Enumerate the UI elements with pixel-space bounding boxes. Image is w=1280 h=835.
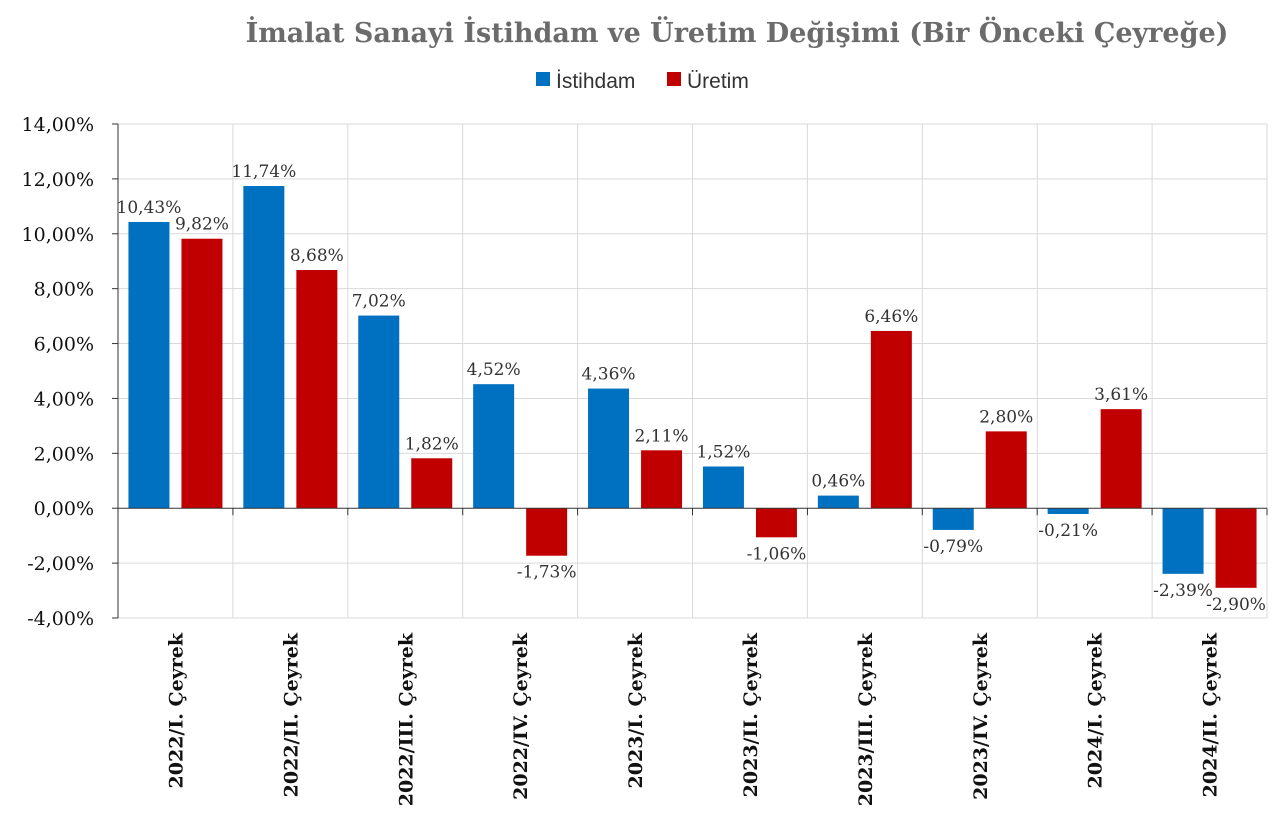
y-tick-label: 12,00% <box>22 169 94 191</box>
axes <box>117 124 1268 618</box>
y-tick-label: 14,00% <box>22 114 94 136</box>
y-tick-label: -4,00% <box>27 608 94 630</box>
data-label: 8,68% <box>290 246 344 266</box>
x-category-label: 2023/I. Çeyrek <box>625 632 647 788</box>
data-label: -2,39% <box>1153 581 1213 601</box>
bar-istihdam <box>128 221 170 509</box>
data-label: 4,36% <box>582 365 636 385</box>
data-label: 2,11% <box>635 426 689 446</box>
x-category-label: 2022/III. Çeyrek <box>395 632 417 806</box>
x-category-label: 2023/II. Çeyrek <box>740 632 762 797</box>
data-label: -1,73% <box>517 563 577 583</box>
x-category-label: 2023/III. Çeyrek <box>855 632 877 806</box>
legend-swatch-istihdam <box>536 72 550 86</box>
y-axis-ticks: -4,00% -2,00% 0,00% 2,00% 4,00% 6,00% 8,00% 10,… <box>22 114 118 630</box>
bar-uretim <box>296 270 338 509</box>
bar-uretim <box>985 431 1027 509</box>
bars <box>128 186 1257 588</box>
y-tick-label: 0,00% <box>34 498 94 520</box>
chart-title: İmalat Sanayi İstihdam ve Üretim Değişim… <box>246 15 1229 49</box>
bar-uretim <box>526 508 568 556</box>
y-tick-label: 6,00% <box>34 334 94 356</box>
legend-swatch-uretim <box>667 72 681 86</box>
bar-uretim <box>1215 508 1257 588</box>
bar-istihdam <box>702 466 744 509</box>
y-tick-label: 8,00% <box>34 279 94 301</box>
y-tick-label: -2,00% <box>27 553 94 575</box>
data-labels: 10,43%9,82% 11,74% 8,68% 7,02% 1,82% 4,52% -1,… <box>117 162 1266 615</box>
data-label: 7,02% <box>352 292 406 312</box>
gridlines <box>118 123 1268 619</box>
data-label: 1,82% <box>405 434 459 454</box>
x-category-label: 2022/II. Çeyrek <box>280 632 302 797</box>
y-tick-label: 2,00% <box>34 443 94 465</box>
data-label: -0,21% <box>1038 521 1098 541</box>
bar-istihdam <box>1047 508 1089 514</box>
bar-istihdam <box>473 384 515 509</box>
data-label: 6,46% <box>864 307 918 327</box>
data-label: 9,82% <box>175 215 229 235</box>
x-category-label: 2022/IV. Çeyrek <box>510 632 532 800</box>
data-label: 4,52% <box>467 360 521 380</box>
data-label: 10,43% <box>117 198 182 218</box>
bar-uretim <box>411 458 453 509</box>
x-category-label: 2024/I. Çeyrek <box>1085 632 1107 788</box>
x-category-label: 2023/IV. Çeyrek <box>970 632 992 800</box>
legend-label-istihdam: İstihdam <box>556 70 635 93</box>
data-label: 0,46% <box>811 472 865 492</box>
bar-istihdam <box>243 186 285 509</box>
legend: İstihdam Üretim <box>536 70 749 93</box>
data-label: 11,74% <box>231 162 296 182</box>
bar-istihdam <box>1162 508 1204 574</box>
data-label: 1,52% <box>696 443 750 463</box>
bar-istihdam <box>588 388 630 509</box>
bar-istihdam <box>932 508 974 530</box>
data-label: -2,90% <box>1206 595 1266 615</box>
bar-uretim <box>755 508 797 538</box>
data-label: 2,80% <box>979 407 1033 427</box>
y-tick-label: 10,00% <box>22 224 94 246</box>
data-label: -1,06% <box>747 544 807 564</box>
bar-istihdam <box>358 315 400 509</box>
x-axis-categories: 2022/I. Çeyrek 2022/II. Çeyrek 2022/III. Ç… <box>165 632 1221 806</box>
bar-uretim <box>870 330 912 509</box>
legend-label-uretim: Üretim <box>687 70 749 93</box>
x-category-label: 2022/I. Çeyrek <box>165 632 187 788</box>
y-tick-label: 4,00% <box>34 388 94 410</box>
data-label: 3,61% <box>1094 385 1148 405</box>
bar-uretim <box>181 238 223 509</box>
bar-uretim <box>1100 409 1142 509</box>
bar-uretim <box>641 450 683 509</box>
bar-istihdam <box>817 495 859 509</box>
data-label: -0,79% <box>923 537 983 557</box>
x-category-label: 2024/II. Çeyrek <box>1200 632 1222 797</box>
